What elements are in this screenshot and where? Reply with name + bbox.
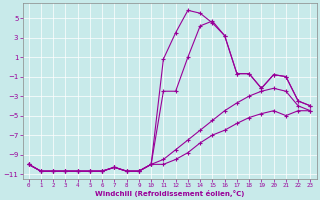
X-axis label: Windchill (Refroidissement éolien,°C): Windchill (Refroidissement éolien,°C): [95, 190, 244, 197]
